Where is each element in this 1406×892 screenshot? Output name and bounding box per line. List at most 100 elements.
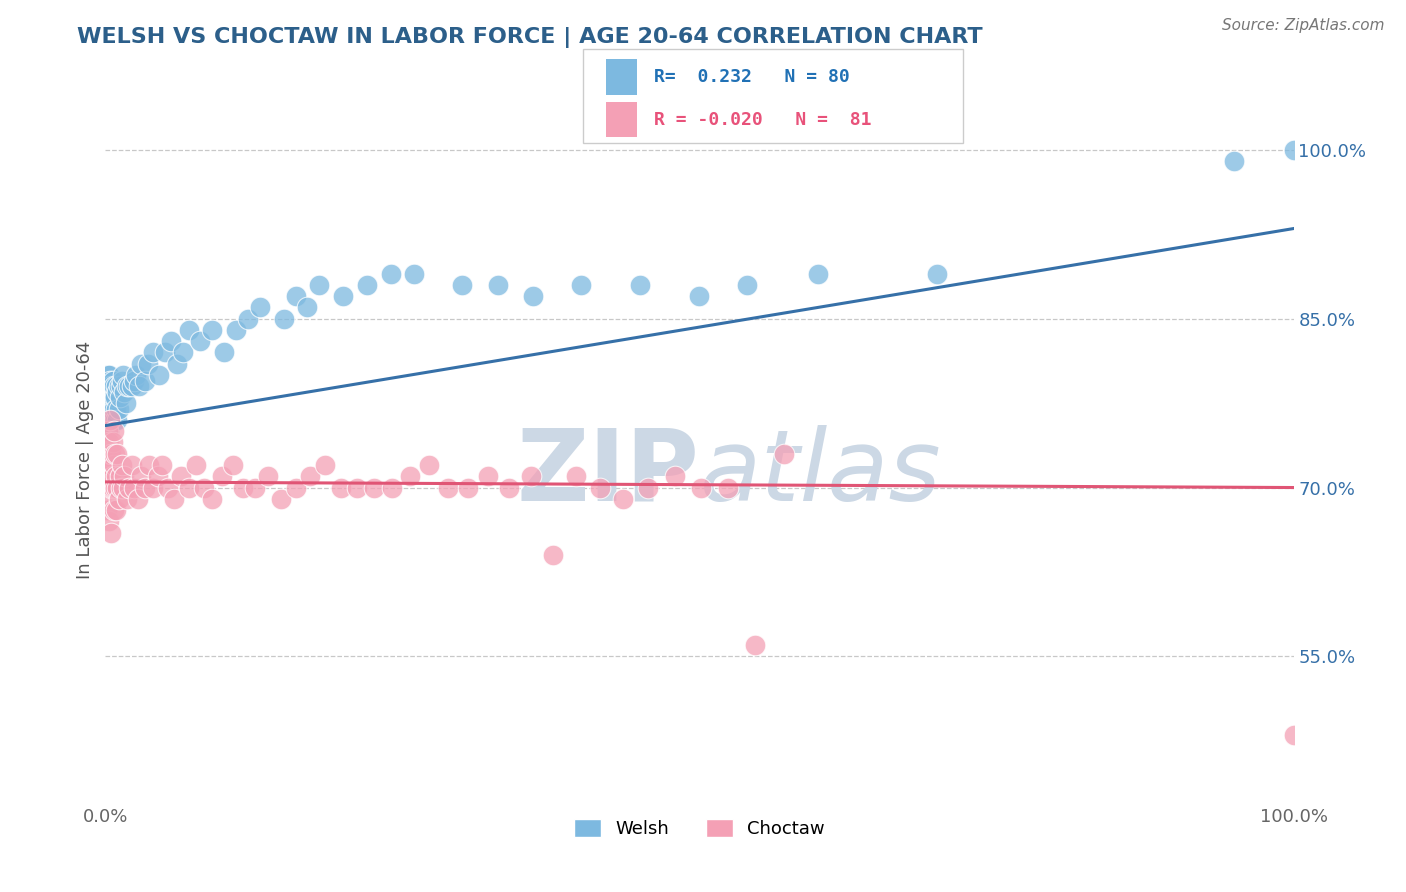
Point bbox=[297, 301, 319, 315]
Point bbox=[105, 481, 128, 495]
Point bbox=[232, 481, 254, 495]
Point bbox=[735, 277, 758, 292]
Point bbox=[96, 503, 118, 517]
Point bbox=[100, 447, 122, 461]
Point bbox=[177, 481, 200, 495]
Point bbox=[689, 481, 711, 495]
Point bbox=[105, 384, 128, 399]
Point bbox=[111, 458, 134, 472]
Point bbox=[1223, 153, 1246, 168]
Point bbox=[98, 401, 121, 416]
Point bbox=[134, 481, 156, 495]
Point bbox=[98, 458, 121, 472]
Point bbox=[925, 267, 948, 281]
Text: R=  0.232   N = 80: R= 0.232 N = 80 bbox=[654, 69, 849, 87]
Point bbox=[404, 267, 426, 281]
Point bbox=[101, 396, 124, 410]
Point bbox=[97, 368, 120, 382]
Point bbox=[211, 469, 233, 483]
Point bbox=[98, 424, 121, 438]
Point bbox=[744, 638, 766, 652]
Point bbox=[121, 458, 143, 472]
Point bbox=[101, 374, 124, 388]
Point bbox=[122, 374, 145, 388]
Point bbox=[100, 413, 122, 427]
Text: R = -0.020   N =  81: R = -0.020 N = 81 bbox=[654, 111, 872, 128]
Point bbox=[356, 277, 378, 292]
Point bbox=[96, 447, 118, 461]
Point bbox=[717, 481, 740, 495]
Point bbox=[103, 379, 125, 393]
Point bbox=[114, 469, 136, 483]
Point bbox=[486, 277, 509, 292]
Point bbox=[142, 345, 165, 359]
Point bbox=[112, 368, 135, 382]
Point bbox=[108, 469, 131, 483]
Point bbox=[664, 469, 686, 483]
Point bbox=[172, 345, 194, 359]
Point bbox=[104, 391, 127, 405]
Point bbox=[98, 396, 121, 410]
Point bbox=[96, 401, 118, 416]
Point bbox=[221, 458, 243, 472]
Point bbox=[136, 357, 159, 371]
Point bbox=[148, 368, 170, 382]
Point bbox=[104, 413, 127, 427]
Text: WELSH VS CHOCTAW IN LABOR FORCE | AGE 20-64 CORRELATION CHART: WELSH VS CHOCTAW IN LABOR FORCE | AGE 20… bbox=[77, 27, 983, 48]
Point bbox=[152, 458, 174, 472]
Point bbox=[97, 396, 120, 410]
Point bbox=[381, 481, 404, 495]
Point bbox=[153, 345, 176, 359]
Point bbox=[270, 491, 292, 506]
Point bbox=[121, 379, 143, 393]
Point bbox=[97, 481, 120, 495]
Point bbox=[112, 481, 135, 495]
Point bbox=[380, 267, 402, 281]
Point bbox=[105, 503, 128, 517]
Point bbox=[522, 289, 544, 303]
Point bbox=[142, 481, 165, 495]
Point bbox=[329, 481, 352, 495]
Point bbox=[314, 458, 336, 472]
Point bbox=[105, 401, 128, 416]
Point bbox=[284, 481, 307, 495]
Point bbox=[332, 289, 354, 303]
Point bbox=[98, 374, 121, 388]
Point bbox=[177, 323, 200, 337]
Point bbox=[100, 525, 122, 540]
Point bbox=[612, 491, 634, 506]
Point bbox=[249, 301, 271, 315]
Point bbox=[498, 481, 520, 495]
Point bbox=[163, 491, 186, 506]
Point bbox=[159, 334, 181, 348]
Point bbox=[128, 379, 150, 393]
Point bbox=[101, 384, 124, 399]
Point bbox=[115, 379, 138, 393]
Point bbox=[101, 435, 124, 450]
Point bbox=[107, 379, 129, 393]
Point bbox=[520, 469, 543, 483]
Point bbox=[477, 469, 499, 483]
Point bbox=[308, 277, 330, 292]
Point bbox=[107, 491, 129, 506]
Point bbox=[589, 481, 612, 495]
Point bbox=[129, 357, 152, 371]
Text: Source: ZipAtlas.com: Source: ZipAtlas.com bbox=[1222, 18, 1385, 33]
Point bbox=[118, 481, 141, 495]
Point bbox=[104, 481, 127, 495]
Point bbox=[98, 413, 121, 427]
Point bbox=[110, 481, 132, 495]
Point bbox=[273, 311, 295, 326]
Point bbox=[129, 469, 152, 483]
Point bbox=[569, 277, 592, 292]
Point bbox=[170, 469, 193, 483]
Point bbox=[146, 469, 169, 483]
Point bbox=[104, 447, 127, 461]
Point bbox=[436, 481, 458, 495]
Point bbox=[127, 491, 149, 506]
Point bbox=[214, 345, 236, 359]
Point bbox=[98, 469, 121, 483]
Point bbox=[98, 391, 121, 405]
Point bbox=[450, 277, 472, 292]
Point bbox=[346, 481, 368, 495]
